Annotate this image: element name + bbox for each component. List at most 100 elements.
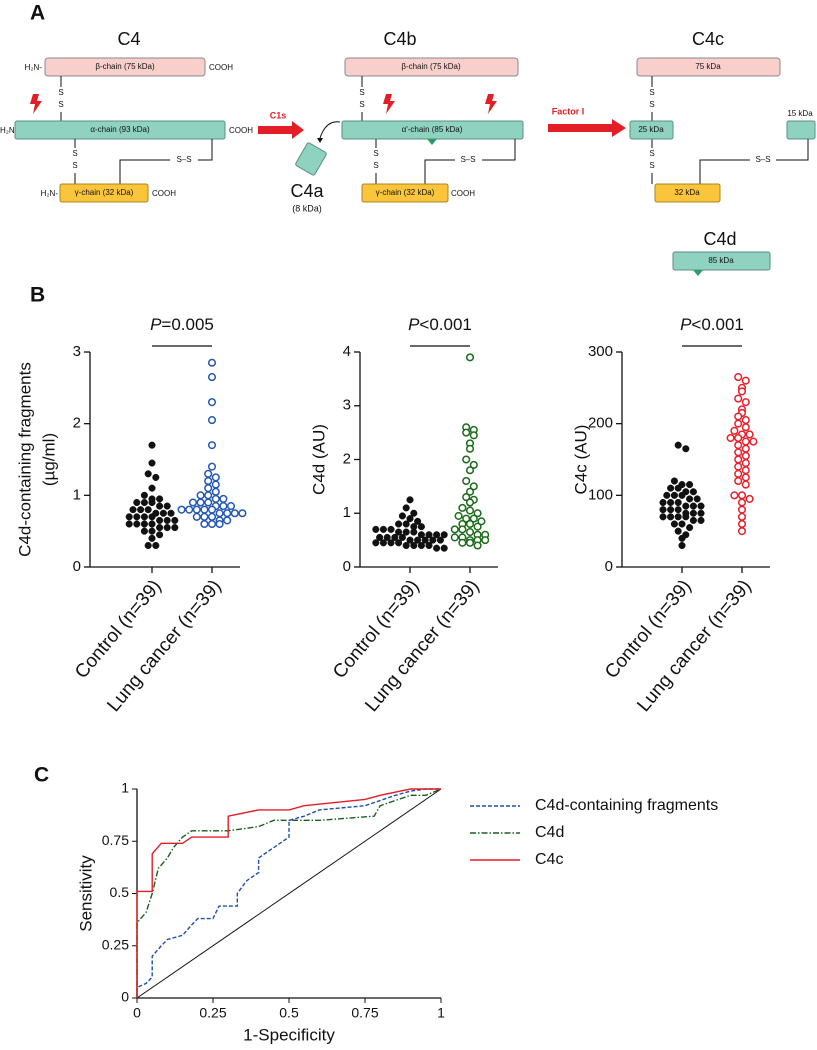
data-point xyxy=(207,505,217,514)
x-tick-label: Lung cancer (n=39) xyxy=(103,576,225,716)
data-point xyxy=(462,493,471,502)
y-tick-label: 3 xyxy=(73,343,81,360)
terminus: H₂N- xyxy=(0,126,18,135)
data-point xyxy=(741,480,750,489)
data-point xyxy=(678,520,686,528)
data-point xyxy=(226,502,236,511)
molecule-title: C4a xyxy=(290,181,324,201)
data-point xyxy=(682,513,690,521)
data-point xyxy=(417,531,425,539)
data-point xyxy=(395,520,403,528)
data-point xyxy=(140,520,148,528)
data-point xyxy=(156,495,164,503)
chain-label: α-chain (93 kDa) xyxy=(90,125,150,134)
data-point xyxy=(167,509,175,517)
data-point xyxy=(133,498,141,507)
data-point xyxy=(473,522,482,531)
data-point xyxy=(395,539,403,547)
data-point xyxy=(667,506,675,514)
enzyme: Factor I xyxy=(552,106,585,116)
data-point xyxy=(741,437,750,446)
y-tick-label: 0 xyxy=(343,558,351,575)
data-point xyxy=(163,516,171,524)
data-point xyxy=(196,498,205,507)
data-point xyxy=(156,524,164,532)
chain-box xyxy=(14,120,226,140)
chain-label: 25 kDa xyxy=(638,125,664,134)
data-point xyxy=(148,441,156,449)
data-point xyxy=(406,496,414,504)
data-point xyxy=(465,538,475,547)
bond xyxy=(119,139,213,184)
data-point xyxy=(391,533,399,541)
data-point xyxy=(741,466,750,475)
data-point xyxy=(207,462,217,471)
data-point xyxy=(207,441,217,450)
y-tick-label: 3 xyxy=(343,397,351,414)
data-point xyxy=(469,460,478,469)
data-point xyxy=(458,503,467,512)
data-point xyxy=(465,444,475,453)
data-point xyxy=(465,353,475,362)
data-point xyxy=(737,491,747,500)
y-tick-label: 0 xyxy=(121,989,129,1005)
data-point xyxy=(689,516,697,524)
data-point xyxy=(734,441,743,450)
data-point xyxy=(211,473,220,482)
y-axis-label: C4d-containing fragments xyxy=(15,362,34,557)
data-point xyxy=(667,484,675,492)
data-point xyxy=(207,398,217,407)
data-point xyxy=(402,528,410,536)
data-point xyxy=(211,487,220,496)
data-point xyxy=(730,491,739,500)
data-point xyxy=(462,455,471,464)
disulfide: S–S xyxy=(460,155,475,164)
data-point xyxy=(678,491,686,499)
data-point xyxy=(734,373,743,382)
data-point xyxy=(429,536,437,544)
data-point xyxy=(410,528,418,536)
y-tick-label: 0.25 xyxy=(102,936,129,952)
panel-label: B xyxy=(30,284,45,307)
data-point xyxy=(152,541,160,550)
sulfur: S xyxy=(72,161,77,170)
data-point xyxy=(741,473,750,482)
chain-label: β-chain (75 kDa) xyxy=(401,62,461,71)
data-point xyxy=(204,498,213,507)
diagram: C4 H₂N- β-chain (75 kDa) COOH S S H₂N- α… xyxy=(0,29,816,276)
y-tick-label: 1 xyxy=(343,504,351,521)
thioester-site xyxy=(427,139,437,145)
data-point xyxy=(188,498,198,507)
data-point xyxy=(686,495,694,503)
x-tick-label: 0.75 xyxy=(351,1005,378,1021)
data-point xyxy=(219,502,228,511)
data-point xyxy=(462,428,471,437)
data-point xyxy=(144,470,152,478)
y-tick-label: 300 xyxy=(588,343,613,360)
molecule-title: C4c xyxy=(692,29,724,49)
data-point xyxy=(219,494,228,503)
data-point xyxy=(140,498,148,507)
data-point xyxy=(376,533,384,541)
data-point xyxy=(741,416,750,425)
data-point xyxy=(414,517,422,525)
y-tick-label: 100 xyxy=(588,486,613,503)
data-point xyxy=(402,504,410,512)
data-point xyxy=(387,525,395,533)
data-point xyxy=(215,509,224,518)
data-point xyxy=(211,494,220,503)
x-tick-label: Lung cancer (n=39) xyxy=(361,576,483,716)
legend-label: C4d-containing fragments xyxy=(535,797,718,814)
sulfur: S xyxy=(373,161,378,170)
chain-box xyxy=(59,183,149,203)
data-point xyxy=(737,498,747,507)
chain-box xyxy=(786,120,816,140)
data-point xyxy=(734,462,743,471)
data-point xyxy=(674,506,682,514)
chain-label: γ-chain (32 kDa) xyxy=(75,188,134,197)
data-point xyxy=(398,533,406,541)
data-point xyxy=(185,505,194,514)
p-symbol: P xyxy=(680,315,692,334)
data-point xyxy=(372,525,380,533)
data-point xyxy=(473,541,482,550)
